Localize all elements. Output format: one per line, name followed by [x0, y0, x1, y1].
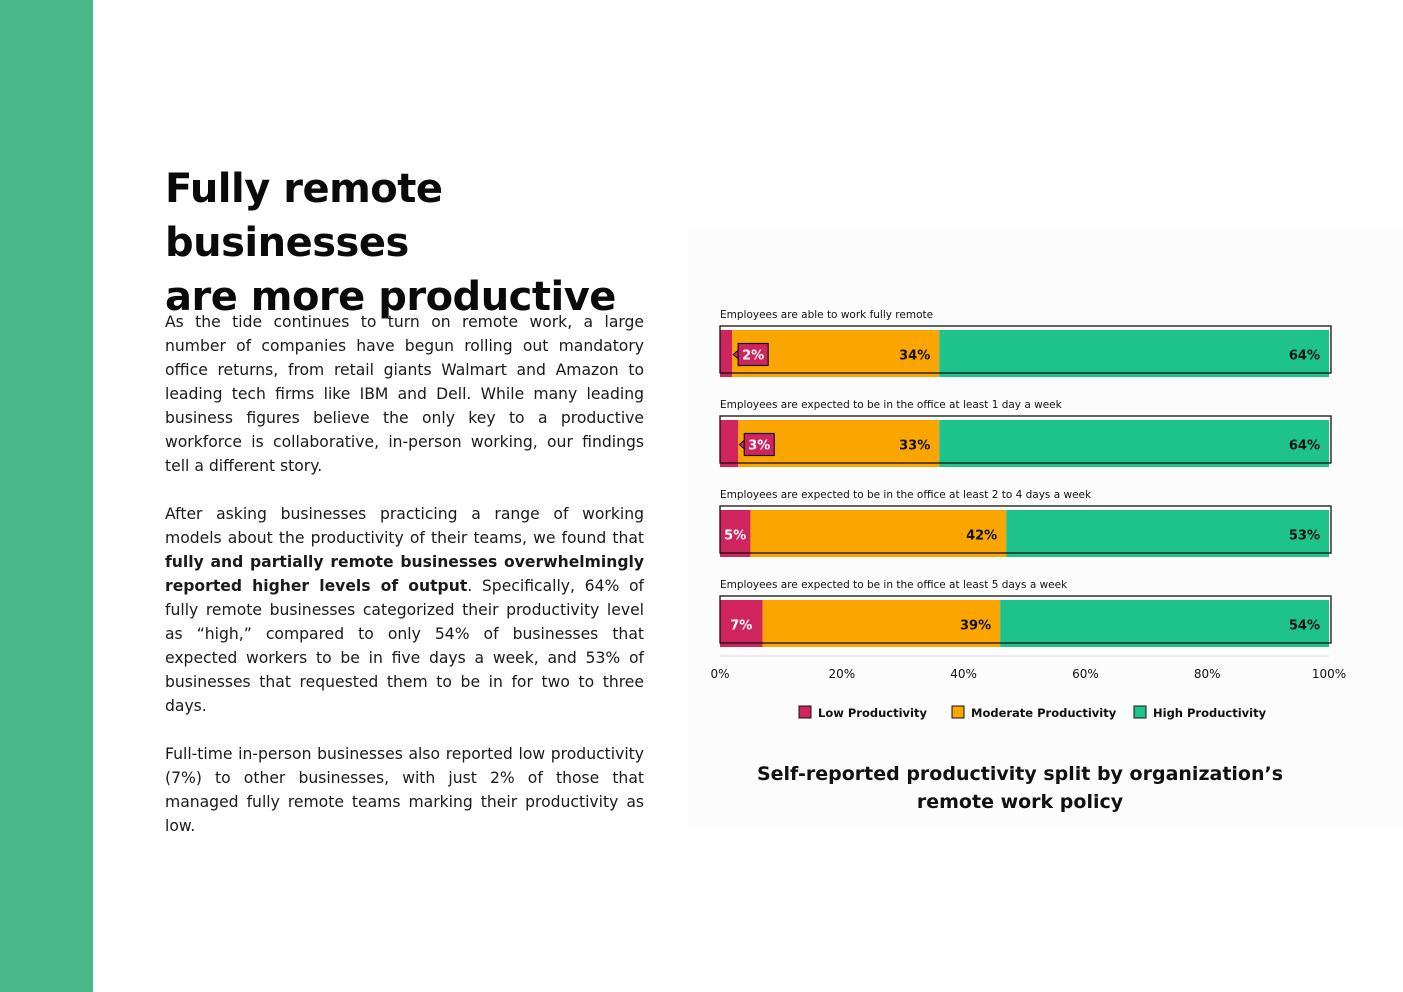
bar-frame [719, 415, 1332, 464]
x-tick-label: 20% [828, 667, 855, 681]
x-tick-label: 40% [950, 667, 977, 681]
body-copy: As the tide continues to turn on remote … [165, 310, 644, 862]
category-label: Employees are expected to be in the offi… [720, 489, 1092, 501]
heading-line-1: Fully remote businesses [165, 166, 443, 266]
legend-label: Low Productivity [818, 706, 927, 720]
data-label-high: 64% [1289, 439, 1320, 454]
legend-label: High Productivity [1153, 706, 1267, 720]
bar-frame [719, 595, 1332, 644]
category-label: Employees are able to work fully remote [720, 309, 933, 321]
legend-label: Moderate Productivity [971, 706, 1117, 720]
bar-frame [719, 505, 1332, 554]
callout-box [743, 432, 775, 457]
green-side-bar [0, 0, 93, 992]
x-tick-label: 80% [1194, 667, 1221, 681]
bar-low-productivity [720, 330, 733, 377]
bar-high-productivity [939, 420, 1329, 467]
bar-high-productivity [1000, 600, 1329, 647]
category-label: Employees are expected to be in the offi… [720, 399, 1063, 411]
x-tick-label: 60% [1072, 667, 1099, 681]
data-label-low: 2% [742, 349, 764, 364]
paragraph-2: After asking businesses practicing a ran… [165, 502, 644, 718]
bar-moderate-productivity [762, 600, 1001, 647]
bar-low-productivity [720, 510, 751, 557]
data-label-moderate: 34% [899, 349, 930, 364]
legend-swatch [1133, 705, 1147, 719]
bar-high-productivity [1006, 510, 1329, 557]
paragraph-1: As the tide continues to turn on remote … [165, 313, 644, 475]
data-label-low: 5% [724, 529, 746, 544]
callout-box [737, 342, 769, 367]
chart-title: Self-reported productivity split by orga… [756, 763, 1284, 813]
paragraph-2-emphasis: fully and partially remote businesses ov… [165, 553, 644, 595]
paragraph-3: Full-time in-person businesses also repo… [165, 745, 644, 835]
data-label-moderate: 42% [966, 529, 997, 544]
data-label-moderate: 39% [960, 619, 991, 634]
paragraph-2-intro: After asking businesses practicing a ran… [165, 505, 644, 547]
data-label-low: 7% [730, 619, 752, 634]
legend-swatch [798, 705, 812, 719]
bar-low-productivity [720, 420, 739, 467]
category-label: Employees are expected to be in the offi… [720, 579, 1068, 591]
bar-moderate-productivity [750, 510, 1007, 557]
x-tick-label: 100% [1312, 667, 1346, 681]
legend-swatch [951, 705, 965, 719]
data-label-moderate: 33% [899, 439, 930, 454]
data-label-high: 54% [1289, 619, 1320, 634]
page-heading: Fully remote businesses are more product… [165, 162, 685, 324]
data-label-low: 3% [748, 439, 770, 454]
data-label-high: 64% [1289, 349, 1320, 364]
data-label-high: 53% [1289, 529, 1320, 544]
bar-high-productivity [939, 330, 1329, 377]
heading-line-2: are more productive [165, 274, 616, 320]
bar-low-productivity [720, 600, 763, 647]
paragraph-2-rest: . Specifically, 64% of fully remote busi… [165, 577, 644, 715]
x-tick-label: 0% [710, 667, 729, 681]
bar-frame [719, 325, 1332, 374]
